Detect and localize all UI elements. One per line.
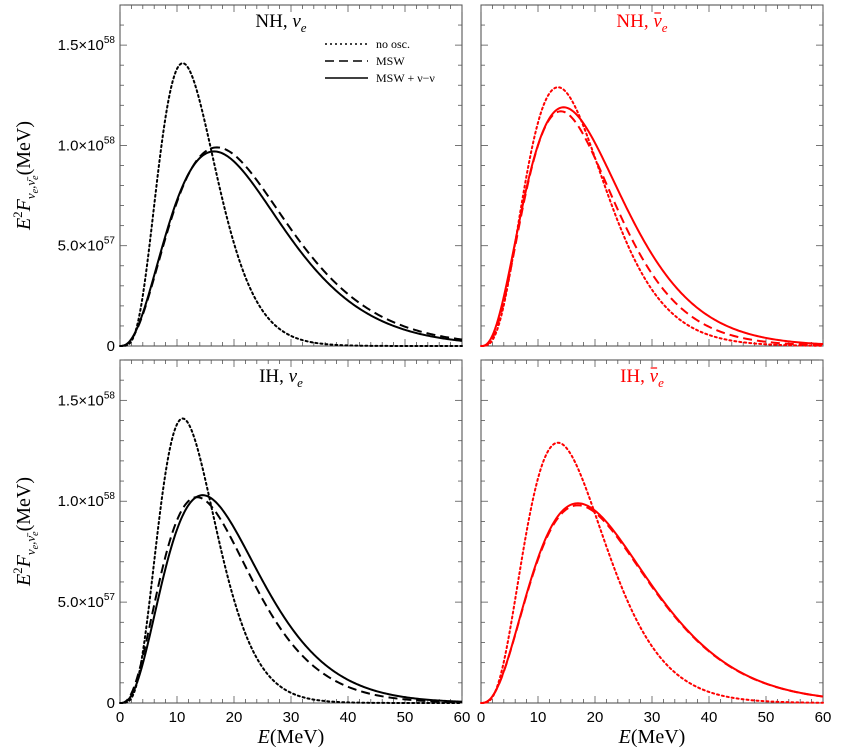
series-line-dotted xyxy=(480,86,824,347)
legend-label: MSW + ν−ν xyxy=(376,71,435,85)
x-axis-label: E(MeV) xyxy=(257,726,325,747)
panel-frame xyxy=(119,4,463,347)
x-axis-label: E(MeV) xyxy=(618,726,686,747)
series-line-dashed xyxy=(480,504,824,704)
panel-frame xyxy=(480,4,824,347)
series-line-dotted xyxy=(119,62,463,347)
x-tick-label: 40 xyxy=(701,709,718,726)
y-tick-label: 1.5×1058 xyxy=(58,35,116,54)
x-tick-label: 10 xyxy=(169,709,186,726)
x-tick-label: 0 xyxy=(477,709,485,726)
y-axis-label: E2Fνe,ν̄e(MeV) xyxy=(10,121,41,231)
x-tick-label: 40 xyxy=(340,709,357,726)
x-tick-label: 60 xyxy=(815,709,832,726)
x-tick-label: 30 xyxy=(283,709,300,726)
legend-label: no osc. xyxy=(376,37,410,51)
y-tick-label: 0 xyxy=(107,338,115,355)
series-line-solid xyxy=(119,150,463,347)
panel-nh-nuebar: NH, νe xyxy=(480,4,824,347)
y-tick-label: 0 xyxy=(107,695,115,712)
series-line-solid xyxy=(480,502,824,704)
x-tick-label: 30 xyxy=(644,709,661,726)
panel-ih-nuebar: 0 10 20 30 40 50 60 E(MeV) IH, νe xyxy=(477,359,832,747)
panel-title: IH, νe xyxy=(620,366,664,390)
x-tick-label: 20 xyxy=(587,709,604,726)
legend-label: MSW xyxy=(376,54,405,68)
series-line-dashed xyxy=(119,146,463,347)
series-line-dotted xyxy=(119,417,463,704)
y-tick-label: 5.0×1057 xyxy=(58,236,116,255)
x-tick-label: 0 xyxy=(116,709,124,726)
x-tick-label: 60 xyxy=(454,709,471,726)
y-axis-label: E2Fνe,ν̄e(MeV) xyxy=(10,477,41,587)
y-tick-label: 1.0×1058 xyxy=(58,491,116,510)
x-tick-label: 50 xyxy=(758,709,775,726)
panel-title: NH, νe xyxy=(616,11,667,35)
panel-frame xyxy=(119,359,463,704)
x-tick-label: 20 xyxy=(226,709,243,726)
x-tick-label: 50 xyxy=(397,709,414,726)
series-line-dashed xyxy=(119,496,463,704)
series-line-solid xyxy=(480,106,824,347)
panel-frame xyxy=(480,359,824,704)
panel-nh-nue: 0 5.0×1057 1.0×1058 1.5×1058 NH, νe no osc. MS… xyxy=(58,4,463,355)
y-tick-label: 5.0×1057 xyxy=(58,592,116,611)
panel-ih-nue: 0 10 20 30 40 50 60 E(MeV) 0 5.0×1057 1.0×1058 1.5×… xyxy=(58,359,471,747)
series-line-dotted xyxy=(480,441,824,704)
panel-title: IH, νe xyxy=(259,366,303,390)
y-tick-label: 1.5×1058 xyxy=(58,390,116,409)
x-tick-label: 10 xyxy=(530,709,547,726)
series-line-solid xyxy=(119,494,463,704)
y-tick-label: 1.0×1058 xyxy=(58,135,116,154)
panel-title: NH, νe xyxy=(255,11,306,35)
